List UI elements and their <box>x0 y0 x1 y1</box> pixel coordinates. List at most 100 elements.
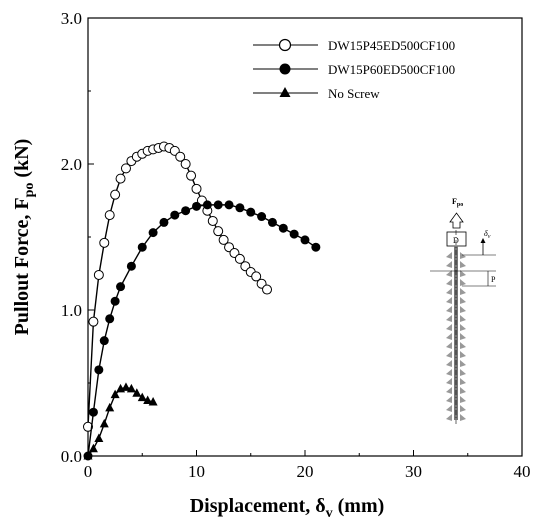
data-point-series-2 <box>289 229 299 239</box>
thread-tooth <box>446 351 452 358</box>
data-point-series-1 <box>104 210 115 221</box>
data-point-series-2 <box>235 203 245 213</box>
data-point-series-1 <box>88 316 99 327</box>
thread-tooth <box>446 405 452 412</box>
thread-tooth <box>446 369 452 376</box>
y-tick-label: 2.0 <box>61 155 82 174</box>
thread-tooth <box>460 315 466 322</box>
screw-inset-diagram: Fpo D P δv <box>430 197 496 424</box>
thread-tooth <box>460 333 466 340</box>
y-tick-label: 1.0 <box>61 301 82 320</box>
data-point-series-3 <box>121 382 131 391</box>
series-line-2 <box>87 204 317 457</box>
data-point-series-2 <box>110 296 120 306</box>
y-axis-title-main: Pullout Force, F <box>11 197 33 335</box>
data-point-series-1 <box>186 170 197 181</box>
legend: DW15P45ED500CF100 DW15P60ED500CF100 No S… <box>253 38 455 101</box>
series-line-1 <box>87 145 268 427</box>
x-axis-title-main: Displacement, δ <box>190 495 326 517</box>
thread-tooth <box>446 288 452 295</box>
x-tick-label: 20 <box>297 462 314 481</box>
data-point-series-2 <box>148 228 158 238</box>
thread-tooth <box>460 396 466 403</box>
y-tick-label: 3.0 <box>61 9 82 28</box>
thread-tooth <box>446 252 452 259</box>
data-point-series-2 <box>278 223 288 233</box>
data-point-series-3 <box>148 396 158 406</box>
data-point-series-3 <box>143 395 153 405</box>
legend-entry-1: DW15P45ED500CF100 <box>253 38 455 53</box>
data-point-series-2 <box>159 217 169 227</box>
x-tick-label: 0 <box>84 462 93 481</box>
y-axis-title: Pullout Force, Fpo (kN) <box>11 139 37 336</box>
thread-tooth <box>460 369 466 376</box>
data-point-series-1 <box>234 253 245 264</box>
data-point-series-2 <box>311 242 321 252</box>
data-point-series-1 <box>218 234 229 245</box>
data-point-series-2 <box>224 200 234 210</box>
thread-tooth <box>446 360 452 367</box>
x-axis-title-unit: (mm) <box>333 495 385 517</box>
thread-tooth <box>446 297 452 304</box>
data-point-series-2 <box>300 235 310 245</box>
thread-tooth <box>460 378 466 385</box>
legend-label-2: DW15P60ED500CF100 <box>328 62 455 77</box>
data-point-series-3 <box>137 392 147 402</box>
data-point-series-3 <box>105 402 115 412</box>
y-tick-label: 0.0 <box>61 447 82 466</box>
thread-tooth <box>446 342 452 349</box>
thread-tooth <box>460 252 466 259</box>
legend-label-3: No Screw <box>328 86 380 101</box>
thread-tooth <box>446 378 452 385</box>
legend-marker-filled-circle <box>279 63 291 75</box>
data-point-series-1 <box>83 421 93 432</box>
delta-arrow-icon <box>480 238 486 243</box>
thread-tooth <box>446 306 452 313</box>
legend-marker-open-circle <box>278 38 292 52</box>
data-point-series-2 <box>88 407 98 417</box>
y-axis-title-unit: (kN) <box>11 139 33 183</box>
thread-tooth <box>446 333 452 340</box>
thread-tooth <box>460 360 466 367</box>
thread-tooth <box>446 387 452 394</box>
x-axis-title: Displacement, δv (mm) <box>190 495 385 521</box>
thread-tooth <box>446 279 452 286</box>
thread-tooth <box>446 270 452 277</box>
thread-tooth <box>446 324 452 331</box>
thread-tooth <box>460 414 466 421</box>
data-point-series-2 <box>116 282 126 292</box>
inset-force-main: F <box>452 197 457 206</box>
data-point-series-1 <box>207 215 218 226</box>
data-point-series-3 <box>110 389 120 399</box>
inset-delta-label: δv <box>484 229 491 240</box>
inset-delta-sub: v <box>488 234 491 240</box>
data-point-series-1 <box>191 183 202 194</box>
data-point-series-2 <box>246 207 256 217</box>
data-point-series-3 <box>94 433 104 442</box>
data-point-series-2 <box>126 261 136 271</box>
y-axis-title-sub: po <box>22 183 37 198</box>
data-point-series-2 <box>257 212 267 222</box>
data-point-series-3 <box>88 443 98 453</box>
series-layer <box>83 141 321 461</box>
thread-tooth <box>460 306 466 313</box>
data-point-series-3 <box>99 418 109 428</box>
data-point-series-3 <box>83 451 93 460</box>
x-tick-label: 30 <box>405 462 422 481</box>
inset-force-label: Fpo <box>452 197 463 208</box>
data-point-series-2 <box>213 200 223 210</box>
data-point-series-3 <box>126 383 136 393</box>
data-point-series-2 <box>137 242 147 252</box>
data-point-series-2 <box>105 314 115 324</box>
data-point-series-1 <box>110 189 121 200</box>
inset-delta-main: δ <box>484 229 488 238</box>
thread-tooth <box>460 270 466 277</box>
thread-tooth <box>446 315 452 322</box>
thread-tooth <box>460 351 466 358</box>
thread-tooth <box>460 324 466 331</box>
data-point-series-2 <box>94 365 104 375</box>
thread-tooth <box>460 297 466 304</box>
x-axis-title-sub: v <box>326 506 333 521</box>
data-point-series-1 <box>175 151 186 162</box>
data-point-series-2 <box>267 217 277 227</box>
